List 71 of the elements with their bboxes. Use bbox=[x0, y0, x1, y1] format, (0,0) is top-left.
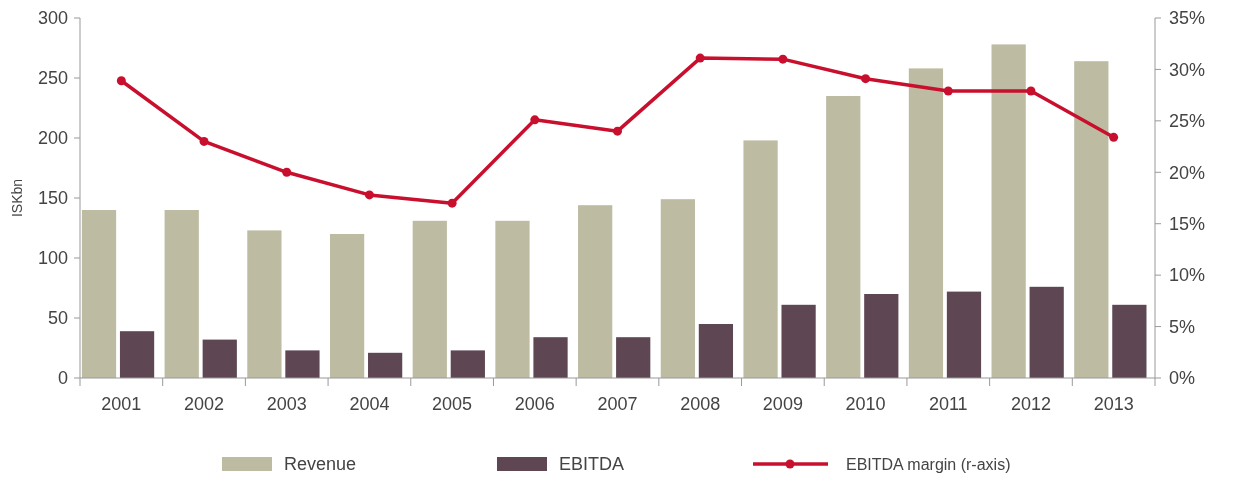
y-axis-title: ISKbn bbox=[9, 178, 25, 218]
y-tick-label: 100 bbox=[37, 248, 68, 269]
point bbox=[116, 76, 126, 86]
x-tick-label: 2002 bbox=[184, 394, 225, 414]
bar bbox=[368, 352, 403, 378]
y2-tick-label: 5% bbox=[1169, 316, 1196, 337]
x-tick-label: 2004 bbox=[349, 394, 390, 414]
bar bbox=[329, 234, 365, 378]
point bbox=[695, 53, 705, 63]
bar bbox=[495, 220, 530, 378]
bar bbox=[1074, 61, 1109, 378]
y2-tick-label: 15% bbox=[1169, 214, 1206, 235]
y-tick-label: 300 bbox=[37, 8, 68, 29]
bar bbox=[247, 230, 282, 378]
y2-tick-label: 25% bbox=[1169, 111, 1206, 132]
point bbox=[943, 86, 953, 96]
x-tick-label: 2009 bbox=[762, 394, 803, 414]
x-tick-label: 2011 bbox=[928, 394, 968, 414]
bar bbox=[533, 337, 568, 378]
y-tick-label: 0 bbox=[57, 368, 68, 389]
bar bbox=[781, 304, 816, 378]
y2-tick-label: 0% bbox=[1169, 368, 1196, 389]
x-tick-label: 2007 bbox=[597, 394, 638, 414]
bar bbox=[698, 324, 734, 378]
y-tick-label: 250 bbox=[37, 68, 68, 89]
bar bbox=[660, 199, 695, 378]
point bbox=[530, 115, 540, 125]
y2-tick-label: 10% bbox=[1169, 265, 1206, 286]
point bbox=[613, 126, 622, 136]
point bbox=[447, 198, 457, 208]
y2-tick-label: 30% bbox=[1169, 59, 1206, 80]
point bbox=[199, 136, 209, 146]
y-tick-label: 200 bbox=[37, 128, 68, 149]
bar bbox=[578, 205, 613, 378]
bar bbox=[908, 68, 944, 378]
legend-label: Revenue bbox=[284, 454, 357, 475]
bar bbox=[81, 210, 117, 378]
point bbox=[282, 167, 292, 177]
bar bbox=[1029, 286, 1064, 378]
legend-label: EBITDA bbox=[559, 454, 625, 475]
y-tick-label: 150 bbox=[37, 188, 68, 209]
point bbox=[1109, 132, 1119, 142]
bar bbox=[412, 220, 447, 378]
legend-label: EBITDA margin (r-axis) bbox=[846, 455, 1011, 473]
y2-tick-label: 35% bbox=[1169, 8, 1206, 29]
x-tick-label: 2005 bbox=[432, 394, 473, 414]
x-tick-label: 2012 bbox=[1010, 394, 1051, 414]
point bbox=[778, 54, 788, 64]
bar bbox=[826, 96, 861, 378]
point bbox=[861, 74, 871, 84]
x-tick-label: 2003 bbox=[266, 394, 307, 414]
y2-tick-label: 20% bbox=[1169, 162, 1206, 183]
point bbox=[364, 190, 374, 200]
bar bbox=[164, 210, 199, 378]
bar bbox=[202, 339, 237, 378]
y-tick-label: 50 bbox=[47, 308, 68, 329]
bar bbox=[450, 350, 485, 378]
bar bbox=[743, 140, 778, 378]
bar bbox=[1112, 304, 1147, 378]
bar bbox=[864, 294, 899, 378]
x-tick-label: 2001 bbox=[101, 394, 142, 414]
x-tick-label: 2008 bbox=[680, 394, 721, 414]
x-tick-label: 2010 bbox=[845, 394, 886, 414]
x-tick-label: 2006 bbox=[514, 394, 555, 414]
point bbox=[1026, 86, 1036, 96]
bar bbox=[285, 350, 320, 378]
bar bbox=[119, 331, 155, 378]
x-tick-label: 2013 bbox=[1093, 394, 1134, 414]
bar bbox=[616, 337, 651, 378]
bar bbox=[946, 291, 982, 378]
bar bbox=[991, 44, 1026, 378]
